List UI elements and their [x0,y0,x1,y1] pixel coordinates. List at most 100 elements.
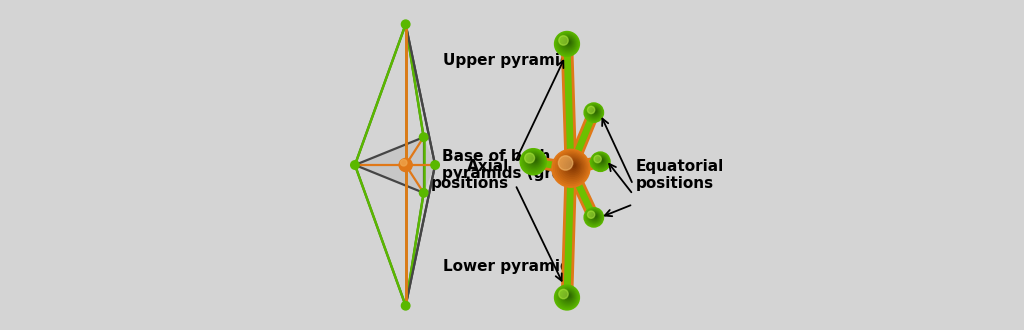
Circle shape [596,156,606,166]
Circle shape [588,211,595,218]
Circle shape [593,110,597,113]
Circle shape [560,36,575,50]
Circle shape [593,214,597,219]
Circle shape [593,214,597,218]
Circle shape [556,32,579,55]
Circle shape [591,152,610,171]
Circle shape [526,153,542,169]
Circle shape [572,164,575,167]
Circle shape [592,109,598,115]
Circle shape [557,33,578,54]
Circle shape [566,40,570,45]
Circle shape [527,154,541,167]
Circle shape [591,213,599,220]
Circle shape [420,133,428,142]
Circle shape [559,36,568,45]
Circle shape [350,161,359,169]
Circle shape [559,289,568,299]
Circle shape [557,287,578,308]
Circle shape [592,213,598,220]
Circle shape [588,211,601,223]
Circle shape [534,159,537,161]
Circle shape [557,153,586,182]
Circle shape [600,159,603,162]
Circle shape [594,111,596,112]
Circle shape [564,39,572,47]
Circle shape [590,107,599,117]
Circle shape [556,152,587,183]
Circle shape [401,20,410,29]
Circle shape [593,109,597,114]
Circle shape [555,285,580,310]
Circle shape [552,149,590,187]
Circle shape [594,155,607,168]
Circle shape [524,151,544,171]
Circle shape [566,160,580,173]
Circle shape [594,154,608,169]
Circle shape [586,209,602,225]
Circle shape [567,295,569,297]
Circle shape [400,159,407,166]
Circle shape [554,150,589,185]
Text: Axial
positions: Axial positions [431,159,509,191]
Circle shape [560,289,575,304]
Circle shape [563,157,582,176]
Circle shape [558,288,577,306]
Circle shape [599,158,604,163]
Circle shape [555,31,580,56]
Circle shape [531,157,538,164]
Circle shape [561,156,583,178]
Circle shape [520,149,547,175]
Circle shape [532,158,537,162]
Circle shape [584,208,603,227]
Circle shape [586,104,602,120]
Circle shape [567,41,569,43]
Circle shape [588,106,601,118]
Circle shape [564,159,581,175]
Circle shape [591,108,599,116]
Circle shape [598,157,604,164]
Circle shape [589,211,600,222]
Circle shape [584,103,603,122]
Circle shape [589,106,600,118]
Circle shape [563,291,573,302]
Circle shape [594,215,596,217]
Circle shape [565,39,571,46]
Circle shape [558,34,577,53]
Circle shape [594,155,601,163]
Circle shape [401,301,410,310]
Circle shape [585,104,603,121]
Circle shape [601,160,602,161]
Text: Upper pyramid: Upper pyramid [443,53,571,68]
Circle shape [399,158,413,172]
Circle shape [530,156,539,165]
Circle shape [563,38,573,48]
Text: Equatorial
positions: Equatorial positions [636,159,724,191]
Circle shape [585,208,603,226]
Circle shape [524,153,535,163]
Circle shape [420,188,428,197]
Circle shape [522,150,545,172]
Circle shape [562,290,574,303]
Circle shape [595,155,606,167]
Circle shape [593,153,608,170]
Circle shape [564,292,572,300]
Circle shape [587,210,601,224]
Circle shape [590,212,599,221]
Circle shape [431,161,439,169]
Polygon shape [355,137,435,193]
Circle shape [559,35,575,51]
Circle shape [562,37,574,49]
Circle shape [592,153,609,171]
Circle shape [570,163,577,169]
Circle shape [559,289,575,305]
Circle shape [556,286,579,309]
Circle shape [521,149,546,174]
Circle shape [559,155,585,180]
Text: Lower pyramid: Lower pyramid [443,259,571,274]
Circle shape [587,105,601,119]
Text: Base of both
pyramids (gray): Base of both pyramids (gray) [441,149,579,181]
Circle shape [525,152,543,170]
Circle shape [558,156,572,170]
Circle shape [529,155,540,166]
